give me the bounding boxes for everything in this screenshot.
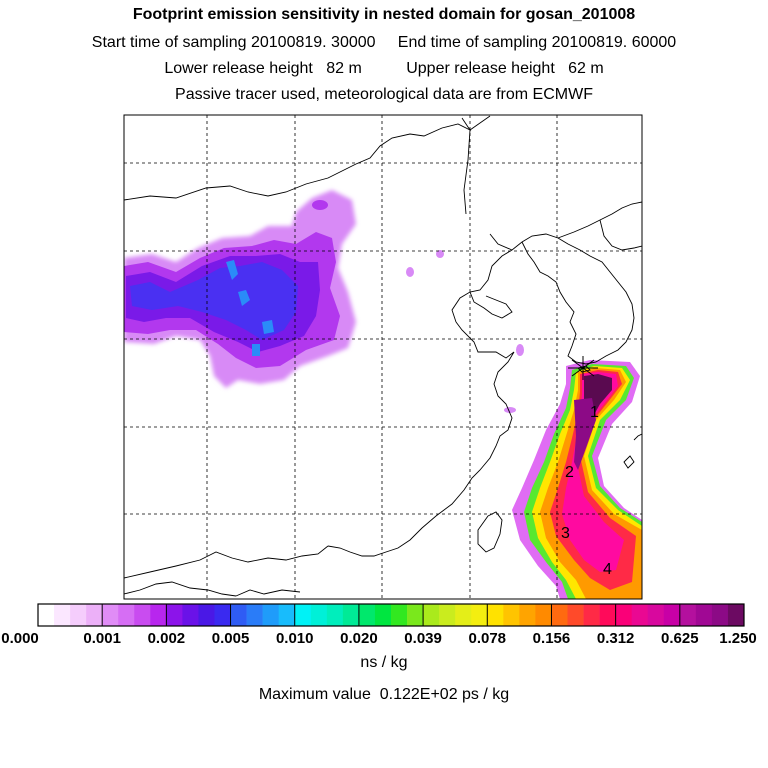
colorbar-swatch bbox=[262, 604, 279, 626]
colorbar-swatch bbox=[246, 604, 263, 626]
colorbar-swatch bbox=[326, 604, 344, 626]
tracer-info-line: Passive tracer used, meteorological data… bbox=[175, 86, 593, 103]
plume-marker-3: 3 bbox=[561, 525, 570, 542]
colorbar-swatch bbox=[727, 604, 745, 626]
colorbar-swatch bbox=[599, 604, 616, 626]
inland-sensitivity-cloud bbox=[124, 190, 524, 413]
colorbar-swatch bbox=[583, 604, 600, 626]
colorbar-swatch bbox=[166, 604, 183, 626]
colorbar-swatch bbox=[86, 604, 103, 626]
colorbar-swatch bbox=[391, 604, 408, 626]
plume-marker-2: 2 bbox=[565, 464, 574, 481]
colorbar-swatch bbox=[567, 604, 584, 626]
colorbar-tick-label: 0.005 bbox=[211, 630, 250, 647]
colorbar-swatch bbox=[503, 604, 520, 626]
colorbar-swatch bbox=[310, 604, 328, 626]
colorbar bbox=[37, 603, 745, 627]
release-height-line: Lower release height 82 m Upper release … bbox=[164, 60, 604, 77]
colorbar-swatch bbox=[134, 604, 151, 626]
colorbar-tick-label: 0.001 bbox=[83, 630, 121, 647]
colorbar-swatch bbox=[471, 604, 488, 626]
colorbar-swatch bbox=[374, 604, 392, 626]
colorbar-swatch bbox=[407, 604, 424, 626]
colorbar-swatch bbox=[455, 604, 472, 626]
colorbar-tick-label: 0.000 bbox=[1, 630, 39, 647]
colorbar-swatch bbox=[182, 604, 199, 626]
map-title: Footprint emission sensitivity in nested… bbox=[132, 6, 636, 23]
colorbar-swatch bbox=[38, 604, 55, 626]
colorbar-tick-label: 0.039 bbox=[404, 630, 442, 647]
colorbar-swatch bbox=[278, 604, 296, 626]
colorbar-swatch bbox=[102, 604, 119, 626]
colorbar-tick-label: 0.002 bbox=[147, 630, 186, 647]
colorbar-tick-label: 0.010 bbox=[275, 630, 314, 647]
colorbar-swatch bbox=[663, 604, 681, 626]
plume-day-markers: 1 2 3 4 bbox=[561, 404, 612, 578]
colorbar-swatch bbox=[342, 604, 360, 626]
colorbar-swatch bbox=[695, 604, 713, 626]
colorbar-swatch bbox=[358, 604, 376, 626]
colorbar-swatch bbox=[439, 604, 456, 626]
colorbar-swatch bbox=[54, 604, 71, 626]
colorbar-tick-label: 0.078 bbox=[468, 630, 507, 647]
colorbar-tick-label: 0.020 bbox=[340, 630, 378, 647]
colorbar-units: ns / kg bbox=[360, 654, 408, 671]
colorbar-swatch bbox=[230, 604, 247, 626]
colorbar-swatch bbox=[647, 604, 665, 626]
colorbar-swatch bbox=[711, 604, 729, 626]
footprint-plume bbox=[512, 360, 642, 599]
colorbar-frame bbox=[37, 603, 745, 627]
colorbar-swatch bbox=[487, 604, 504, 626]
colorbar-tick-label: 0.156 bbox=[532, 630, 571, 647]
colorbar-swatch bbox=[551, 604, 568, 626]
colorbar-tick-label: 0.312 bbox=[596, 630, 635, 647]
colorbar-swatch bbox=[150, 604, 167, 626]
colorbar-swatch bbox=[519, 604, 536, 626]
map-frame bbox=[123, 114, 643, 600]
colorbar-swatch bbox=[70, 604, 87, 626]
colorbar-swatch bbox=[615, 604, 632, 626]
colorbar-swatch bbox=[535, 604, 552, 626]
plume-marker-1: 1 bbox=[590, 404, 599, 421]
plume-marker-4: 4 bbox=[603, 561, 612, 578]
colorbar-tick-label: 1.250 bbox=[719, 630, 757, 647]
colorbar-swatch bbox=[214, 604, 231, 626]
colorbar-swatch bbox=[198, 604, 215, 626]
colorbar-swatch bbox=[423, 604, 440, 626]
colorbar-swatch bbox=[631, 604, 649, 626]
coastlines bbox=[124, 115, 642, 597]
colorbar-swatch bbox=[679, 604, 697, 626]
colorbar-tick-label: 0.625 bbox=[661, 630, 699, 647]
sampling-time-line: Start time of sampling 20100819. 30000 E… bbox=[91, 34, 677, 51]
release-site-marker bbox=[568, 356, 598, 380]
colorbar-swatch bbox=[118, 604, 135, 626]
colorbar-swatch bbox=[294, 604, 312, 626]
maximum-value-text: Maximum value 0.122E+02 ps / kg bbox=[258, 686, 510, 703]
graticule bbox=[124, 115, 642, 599]
